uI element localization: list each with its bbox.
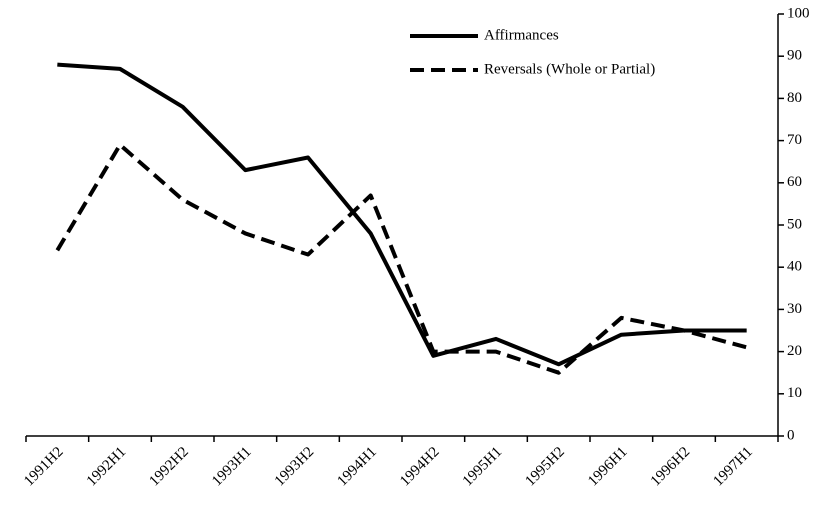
x-tick-label: 1997H1 bbox=[710, 444, 755, 489]
y-tick-label: 90 bbox=[787, 48, 802, 64]
y-tick-label: 60 bbox=[787, 174, 802, 190]
y-tick-label: 20 bbox=[787, 343, 802, 359]
legend-label: Reversals (Whole or Partial) bbox=[484, 61, 655, 77]
y-tick-label: 0 bbox=[787, 427, 795, 443]
y-tick-label: 40 bbox=[787, 259, 802, 275]
x-tick-label: 1992H1 bbox=[84, 444, 129, 489]
y-tick-label: 10 bbox=[787, 385, 802, 401]
x-tick-label: 1995H2 bbox=[522, 444, 567, 489]
x-tick-label: 1996H2 bbox=[648, 444, 693, 489]
x-tick-label: 1992H2 bbox=[146, 444, 191, 489]
y-tick-label: 50 bbox=[787, 216, 802, 232]
series-line bbox=[57, 62, 747, 367]
x-tick-label: 1991H2 bbox=[21, 444, 66, 489]
x-tick-label: 1993H1 bbox=[209, 444, 254, 489]
x-tick-label: 1994H1 bbox=[334, 444, 379, 489]
x-tick-label: 1993H2 bbox=[272, 444, 317, 489]
y-tick-label: 100 bbox=[787, 5, 810, 21]
series-line bbox=[55, 142, 748, 375]
x-tick-label: 1996H1 bbox=[585, 444, 630, 489]
legend-label: Affirmances bbox=[484, 27, 559, 43]
y-tick-label: 70 bbox=[787, 132, 802, 148]
x-tick-label: 1994H2 bbox=[397, 444, 442, 489]
y-tick-label: 30 bbox=[787, 301, 802, 317]
x-tick-label: 1995H1 bbox=[460, 444, 505, 489]
y-tick-label: 80 bbox=[787, 90, 802, 106]
